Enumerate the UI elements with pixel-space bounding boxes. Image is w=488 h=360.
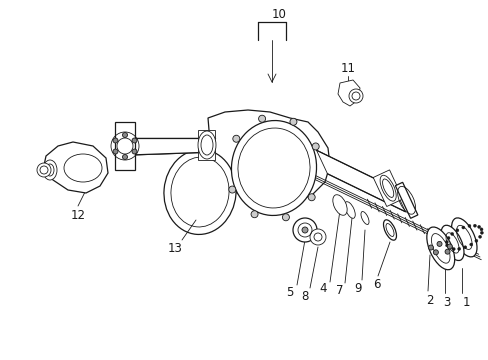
- Circle shape: [258, 115, 265, 122]
- Text: 12: 12: [70, 208, 85, 221]
- Circle shape: [232, 135, 239, 142]
- Circle shape: [445, 240, 447, 243]
- Circle shape: [467, 224, 470, 228]
- Text: 8: 8: [301, 289, 308, 302]
- Ellipse shape: [451, 218, 476, 257]
- Polygon shape: [395, 182, 417, 218]
- Circle shape: [478, 235, 481, 238]
- Text: 2: 2: [426, 293, 433, 306]
- Circle shape: [447, 246, 450, 249]
- Ellipse shape: [440, 225, 463, 261]
- Circle shape: [37, 163, 51, 177]
- Circle shape: [348, 89, 362, 103]
- Circle shape: [132, 149, 137, 154]
- Circle shape: [427, 245, 432, 250]
- Circle shape: [132, 138, 137, 143]
- Circle shape: [228, 186, 235, 193]
- Circle shape: [436, 242, 441, 246]
- Polygon shape: [43, 142, 108, 193]
- Circle shape: [311, 143, 319, 150]
- Ellipse shape: [383, 220, 396, 240]
- Text: 7: 7: [336, 284, 343, 297]
- Circle shape: [282, 214, 289, 221]
- Circle shape: [309, 229, 325, 245]
- Circle shape: [250, 211, 258, 218]
- Polygon shape: [337, 80, 359, 106]
- Text: 10: 10: [271, 8, 286, 21]
- Ellipse shape: [43, 160, 57, 180]
- Circle shape: [444, 249, 449, 254]
- Text: 4: 4: [319, 282, 326, 294]
- Polygon shape: [372, 170, 402, 207]
- Circle shape: [477, 225, 480, 228]
- Circle shape: [451, 248, 454, 251]
- Text: 1: 1: [461, 296, 469, 309]
- Circle shape: [479, 228, 482, 231]
- Circle shape: [446, 237, 449, 239]
- Ellipse shape: [231, 121, 316, 216]
- Circle shape: [450, 233, 453, 235]
- Text: 11: 11: [340, 62, 355, 75]
- Ellipse shape: [426, 227, 454, 270]
- Ellipse shape: [379, 175, 395, 201]
- Ellipse shape: [198, 131, 216, 159]
- Text: 9: 9: [353, 282, 361, 294]
- Circle shape: [474, 239, 477, 242]
- Circle shape: [457, 247, 460, 250]
- Circle shape: [463, 246, 466, 249]
- Circle shape: [292, 218, 316, 242]
- Polygon shape: [207, 110, 329, 205]
- Text: 3: 3: [443, 296, 450, 309]
- Circle shape: [432, 250, 438, 255]
- Circle shape: [445, 244, 447, 247]
- Ellipse shape: [344, 202, 354, 218]
- Circle shape: [447, 244, 451, 249]
- Text: 13: 13: [167, 242, 182, 255]
- Circle shape: [113, 149, 118, 154]
- Circle shape: [461, 226, 464, 229]
- Ellipse shape: [360, 212, 368, 225]
- Circle shape: [113, 138, 118, 143]
- Circle shape: [122, 154, 127, 159]
- Circle shape: [302, 227, 307, 233]
- Circle shape: [122, 132, 127, 138]
- Ellipse shape: [163, 149, 236, 234]
- Circle shape: [289, 118, 296, 125]
- Polygon shape: [130, 138, 215, 155]
- Polygon shape: [198, 130, 215, 160]
- Polygon shape: [115, 122, 135, 170]
- Ellipse shape: [332, 195, 346, 215]
- Circle shape: [307, 194, 315, 201]
- Circle shape: [469, 243, 472, 246]
- Polygon shape: [316, 150, 405, 212]
- Circle shape: [472, 224, 475, 227]
- Text: 5: 5: [286, 285, 293, 298]
- Circle shape: [479, 231, 482, 234]
- Text: 6: 6: [372, 279, 380, 292]
- Circle shape: [455, 229, 458, 232]
